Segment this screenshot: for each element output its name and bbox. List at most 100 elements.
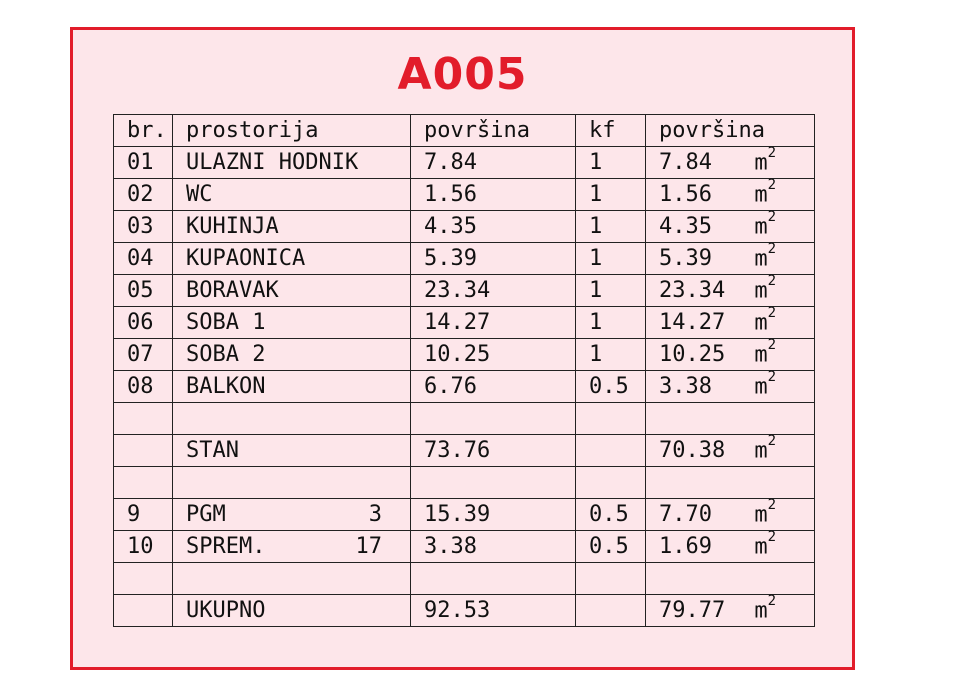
row-coefficient: 0.5 bbox=[575, 370, 646, 403]
unit-exponent: 2 bbox=[767, 368, 776, 385]
row-room-cell: KUHINJA bbox=[172, 210, 411, 243]
unit-symbol: m bbox=[754, 598, 768, 623]
square-meter-unit: m2 bbox=[754, 206, 776, 242]
table-row: 01 ULAZNI HODNIK 7.84 1 7.84 m2 bbox=[113, 145, 815, 179]
row-room-name: WC bbox=[186, 182, 213, 207]
header-area: površina bbox=[410, 114, 576, 147]
row-net-area-cell: 7.84 m2 bbox=[645, 145, 815, 179]
row-number: 9 bbox=[113, 498, 173, 531]
unit-exponent: 2 bbox=[767, 304, 776, 321]
row-area: 23.34 bbox=[410, 274, 576, 307]
row-area: 73.76 bbox=[410, 434, 576, 467]
row-coefficient: 1 bbox=[575, 306, 646, 339]
row-net-area-cell: 79.77 m2 bbox=[645, 593, 815, 627]
row-room-name: SOBA 1 bbox=[186, 310, 266, 335]
unit-symbol: m bbox=[754, 310, 768, 335]
row-coefficient: 0.5 bbox=[575, 498, 646, 531]
square-meter-unit: m2 bbox=[754, 366, 776, 402]
row-net-area-cell bbox=[645, 562, 815, 595]
row-net-area: 4.35 bbox=[659, 214, 712, 239]
row-coefficient: 1 bbox=[575, 274, 646, 307]
row-number bbox=[113, 466, 173, 499]
table-row: 06 SOBA 1 14.27 1 14.27 m2 bbox=[113, 305, 815, 339]
row-room-code: 17 bbox=[355, 534, 383, 559]
row-net-area-cell: 10.25 m2 bbox=[645, 336, 815, 371]
row-number bbox=[113, 562, 173, 595]
row-number: 07 bbox=[113, 338, 173, 371]
unit-exponent: 2 bbox=[767, 208, 776, 225]
row-room-cell: BALKON bbox=[172, 370, 411, 403]
row-area bbox=[410, 562, 576, 595]
room-area-table: br. prostorija površina kf površina 01 UL… bbox=[113, 114, 815, 627]
header-net-area: površina bbox=[645, 114, 815, 147]
row-room-cell bbox=[172, 466, 411, 499]
row-room-cell: STAN bbox=[172, 434, 411, 467]
table-row: STAN 73.76 70.38 m2 bbox=[113, 433, 815, 467]
row-net-area: 7.70 bbox=[659, 502, 712, 527]
table-row bbox=[113, 402, 815, 435]
table-row bbox=[113, 562, 815, 595]
unit-symbol: m bbox=[754, 534, 768, 559]
row-area: 5.39 bbox=[410, 242, 576, 275]
unit-symbol: m bbox=[754, 214, 768, 239]
unit-symbol: m bbox=[754, 246, 768, 271]
unit-symbol: m bbox=[754, 502, 768, 527]
table-row: 05 BORAVAK 23.34 1 23.34 m2 bbox=[113, 273, 815, 307]
table-row: 10 SPREM. 17 3.38 0.5 1.69 m2 bbox=[113, 529, 815, 563]
row-area: 7.84 bbox=[410, 146, 576, 179]
row-net-area-cell: 23.34 m2 bbox=[645, 273, 815, 307]
row-net-area: 1.56 bbox=[659, 182, 712, 207]
row-coefficient bbox=[575, 402, 646, 435]
row-room-name: STAN bbox=[186, 438, 239, 463]
header-number: br. bbox=[113, 114, 173, 147]
square-meter-unit: m2 bbox=[754, 270, 776, 306]
row-room-name: ULAZNI HODNIK bbox=[186, 150, 359, 175]
row-room-cell: ULAZNI HODNIK bbox=[172, 146, 411, 179]
row-coefficient bbox=[575, 594, 646, 627]
row-number: 10 bbox=[113, 530, 173, 563]
row-coefficient: 1 bbox=[575, 178, 646, 211]
row-coefficient bbox=[575, 466, 646, 499]
row-area: 14.27 bbox=[410, 306, 576, 339]
unit-exponent: 2 bbox=[767, 272, 776, 289]
row-area bbox=[410, 402, 576, 435]
table-row: 9 PGM 3 15.39 0.5 7.70 m2 bbox=[113, 497, 815, 531]
row-room-name: BALKON bbox=[186, 374, 266, 399]
unit-exponent: 2 bbox=[767, 496, 776, 513]
row-number: 03 bbox=[113, 210, 173, 243]
floor-plan-area-sheet: A005 br. prostorija površina kf površina… bbox=[70, 27, 855, 670]
row-area: 10.25 bbox=[410, 338, 576, 371]
row-coefficient: 1 bbox=[575, 338, 646, 371]
row-net-area-cell: 14.27 m2 bbox=[645, 305, 815, 339]
row-room-code: 3 bbox=[368, 502, 382, 527]
unit-exponent: 2 bbox=[767, 528, 776, 545]
unit-exponent: 2 bbox=[767, 240, 776, 257]
unit-symbol: m bbox=[754, 278, 768, 303]
table-row: 07 SOBA 2 10.25 1 10.25 m2 bbox=[113, 336, 815, 371]
row-room-name: KUPAONICA bbox=[186, 246, 306, 271]
row-net-area-cell: 7.70 m2 bbox=[645, 497, 815, 531]
row-coefficient: 0.5 bbox=[575, 530, 646, 563]
row-net-area: 23.34 bbox=[659, 278, 726, 303]
square-meter-unit: m2 bbox=[754, 494, 776, 530]
unit-exponent: 2 bbox=[767, 336, 776, 353]
table-row: 03 KUHINJA 4.35 1 4.35 m2 bbox=[113, 209, 815, 243]
table-header-row: br. prostorija površina kf površina bbox=[113, 114, 815, 147]
table-row: 08 BALKON 6.76 0.5 3.38 m2 bbox=[113, 369, 815, 403]
row-area bbox=[410, 466, 576, 499]
row-room-name: SOBA 2 bbox=[186, 342, 266, 367]
row-area: 1.56 bbox=[410, 178, 576, 211]
unit-symbol: m bbox=[754, 182, 768, 207]
row-net-area-cell: 5.39 m2 bbox=[645, 240, 815, 275]
row-room-name: PGM bbox=[186, 502, 226, 527]
square-meter-unit: m2 bbox=[754, 302, 776, 338]
row-net-area-cell bbox=[645, 402, 815, 435]
row-room-name: SPREM. bbox=[186, 534, 266, 559]
row-room-cell: UKUPNO bbox=[172, 594, 411, 627]
table-row bbox=[113, 466, 815, 499]
row-net-area: 10.25 bbox=[659, 342, 726, 367]
row-area: 92.53 bbox=[410, 594, 576, 627]
row-net-area-cell: 70.38 m2 bbox=[645, 433, 815, 467]
square-meter-unit: m2 bbox=[754, 526, 776, 562]
table-row: 02 WC 1.56 1 1.56 m2 bbox=[113, 177, 815, 211]
